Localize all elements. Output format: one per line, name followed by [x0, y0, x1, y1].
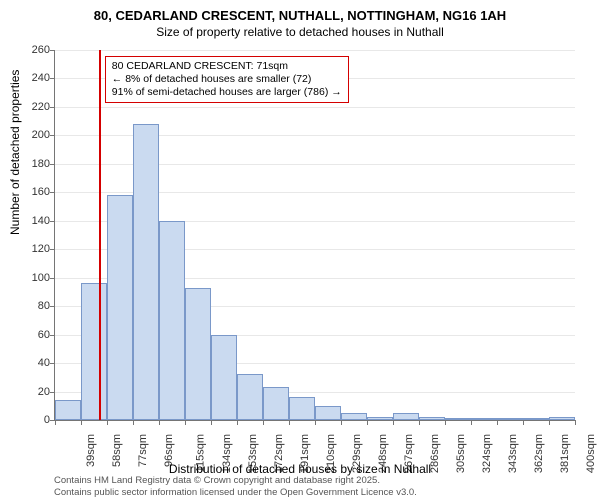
- xtick-mark: [419, 420, 420, 425]
- y-axis-label: Number of detached properties: [8, 70, 22, 235]
- xtick-mark: [185, 420, 186, 425]
- ytick-mark: [50, 363, 55, 364]
- gridline: [55, 50, 575, 51]
- histogram-bar: [289, 397, 315, 420]
- xtick-mark: [549, 420, 550, 425]
- annotation-box: 80 CEDARLAND CRESCENT: 71sqm← 8% of deta…: [105, 56, 349, 103]
- ytick-mark: [50, 221, 55, 222]
- xtick-mark: [263, 420, 264, 425]
- histogram-bar: [133, 124, 159, 420]
- xtick-mark: [341, 420, 342, 425]
- histogram-bar: [523, 418, 549, 420]
- ytick-label: 180: [10, 158, 50, 170]
- plot-area: 80 CEDARLAND CRESCENT: 71sqm← 8% of deta…: [54, 50, 575, 421]
- xtick-mark: [471, 420, 472, 425]
- footer-line-2: Contains public sector information licen…: [54, 487, 417, 498]
- ytick-mark: [50, 50, 55, 51]
- ytick-label: 60: [10, 329, 50, 341]
- ytick-label: 20: [10, 386, 50, 398]
- histogram-bar: [549, 417, 575, 420]
- xtick-mark: [393, 420, 394, 425]
- xtick-mark: [55, 420, 56, 425]
- ytick-label: 240: [10, 72, 50, 84]
- marker-line: [99, 50, 101, 420]
- xtick-mark: [81, 420, 82, 425]
- ytick-mark: [50, 164, 55, 165]
- gridline: [55, 107, 575, 108]
- ytick-label: 200: [10, 129, 50, 141]
- histogram-bar: [419, 417, 445, 420]
- ytick-label: 40: [10, 357, 50, 369]
- footer-attribution: Contains HM Land Registry data © Crown c…: [54, 475, 417, 498]
- annotation-line: 91% of semi-detached houses are larger (…: [112, 86, 342, 99]
- histogram-bar: [55, 400, 81, 420]
- ytick-mark: [50, 278, 55, 279]
- ytick-label: 0: [10, 414, 50, 426]
- ytick-mark: [50, 249, 55, 250]
- xtick-mark: [445, 420, 446, 425]
- histogram-bar: [315, 406, 341, 420]
- xtick-mark: [523, 420, 524, 425]
- histogram-bar: [107, 195, 133, 420]
- chart-container: 80, CEDARLAND CRESCENT, NUTHALL, NOTTING…: [0, 0, 600, 500]
- histogram-bar: [393, 413, 419, 420]
- ytick-mark: [50, 392, 55, 393]
- histogram-bar: [497, 418, 523, 420]
- xtick-mark: [575, 420, 576, 425]
- histogram-bar: [185, 288, 211, 420]
- ytick-label: 160: [10, 186, 50, 198]
- ytick-mark: [50, 192, 55, 193]
- xtick-mark: [211, 420, 212, 425]
- annotation-line: ← 8% of detached houses are smaller (72): [112, 73, 342, 86]
- histogram-bar: [263, 387, 289, 420]
- xtick-mark: [159, 420, 160, 425]
- histogram-bar: [159, 221, 185, 420]
- histogram-bar: [237, 374, 263, 420]
- ytick-mark: [50, 107, 55, 108]
- ytick-label: 140: [10, 215, 50, 227]
- ytick-label: 120: [10, 243, 50, 255]
- xtick-mark: [367, 420, 368, 425]
- ytick-label: 80: [10, 300, 50, 312]
- histogram-bar: [211, 335, 237, 420]
- xtick-mark: [237, 420, 238, 425]
- ytick-mark: [50, 335, 55, 336]
- histogram-bar: [367, 417, 393, 420]
- xtick-mark: [133, 420, 134, 425]
- ytick-label: 100: [10, 272, 50, 284]
- histogram-bar: [471, 418, 497, 420]
- footer-line-1: Contains HM Land Registry data © Crown c…: [54, 475, 417, 486]
- x-axis-label: Distribution of detached houses by size …: [0, 462, 600, 476]
- xtick-mark: [289, 420, 290, 425]
- ytick-mark: [50, 78, 55, 79]
- ytick-mark: [50, 306, 55, 307]
- ytick-label: 260: [10, 44, 50, 56]
- histogram-bar: [341, 413, 367, 420]
- chart-title: 80, CEDARLAND CRESCENT, NUTHALL, NOTTING…: [0, 0, 600, 23]
- xtick-mark: [107, 420, 108, 425]
- xtick-mark: [315, 420, 316, 425]
- ytick-mark: [50, 135, 55, 136]
- ytick-label: 220: [10, 101, 50, 113]
- annotation-line: 80 CEDARLAND CRESCENT: 71sqm: [112, 60, 342, 73]
- xtick-mark: [497, 420, 498, 425]
- histogram-bar: [445, 418, 471, 420]
- histogram-bar: [81, 283, 107, 420]
- chart-subtitle: Size of property relative to detached ho…: [0, 23, 600, 39]
